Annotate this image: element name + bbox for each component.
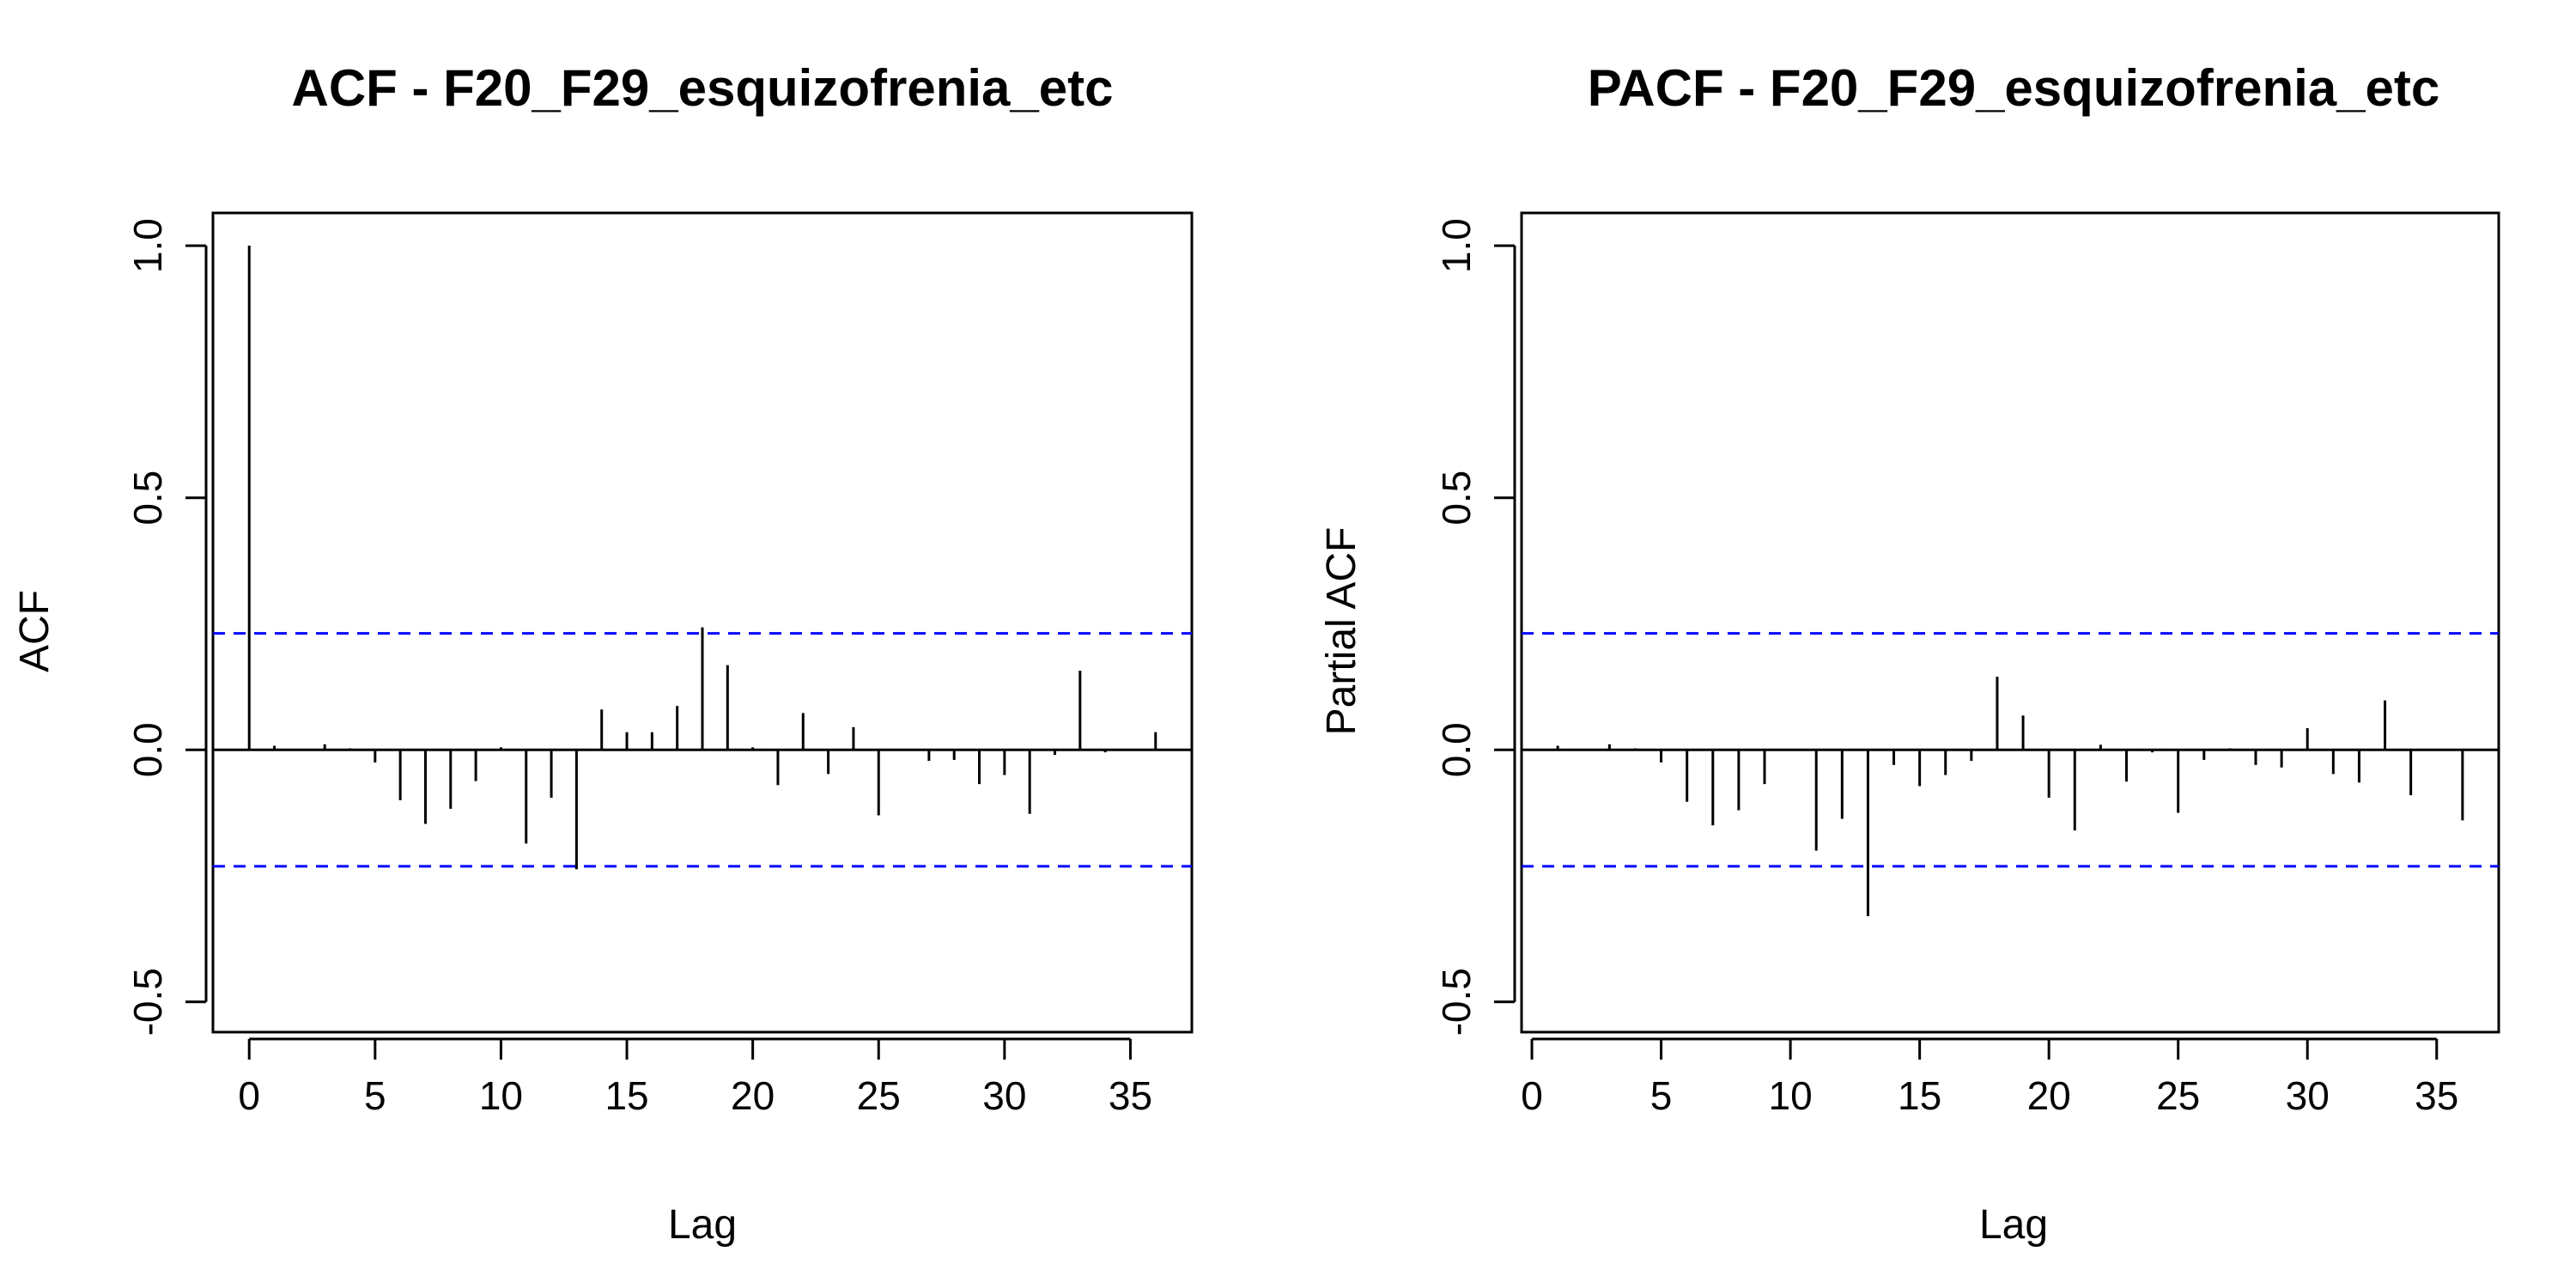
pacf-x-axis-label: Lag xyxy=(1979,1202,2048,1248)
pacf-x-tick-label: 35 xyxy=(2415,1073,2458,1118)
acf-x-tick-label: 25 xyxy=(857,1073,901,1118)
pacf-y-tick-label: -0.5 xyxy=(1434,968,1479,1036)
acf-x-tick-label: 30 xyxy=(982,1073,1026,1118)
acf-x-axis-label: Lag xyxy=(668,1202,737,1248)
acf-y-axis-label: ACF xyxy=(12,590,58,672)
acf-y-tick-label: 0.0 xyxy=(125,722,170,777)
pacf-x-tick-label: 0 xyxy=(1521,1073,1543,1118)
pacf-x-tick-label: 25 xyxy=(2156,1073,2200,1118)
pacf-chart-title: PACF - F20_F29_esquizofrenia_etc xyxy=(1588,59,2440,117)
acf-panel: ACF - F20_F29_esquizofrenia_etc Lag ACF … xyxy=(12,59,1194,1248)
acf-chart-title: ACF - F20_F29_esquizofrenia_etc xyxy=(292,59,1114,117)
acf-x-tick-label: 15 xyxy=(605,1073,648,1118)
pacf-panel: PACF - F20_F29_esquizofrenia_etc Lag Par… xyxy=(1319,59,2500,1248)
pacf-y-tick-label: 0.5 xyxy=(1434,471,1479,526)
acf-y-tick-label: 0.5 xyxy=(125,471,170,526)
acf-x-tick-label: 5 xyxy=(364,1073,386,1118)
pacf-y-tick-label: 0.0 xyxy=(1434,722,1479,777)
pacf-x-tick-label: 5 xyxy=(1650,1073,1673,1118)
acf-y-tick-label: 1.0 xyxy=(125,218,170,273)
pacf-x-tick-label: 10 xyxy=(1769,1073,1813,1118)
acf-x-tick-label: 10 xyxy=(479,1073,523,1118)
acf-plot-frame xyxy=(211,211,1194,1034)
pacf-x-tick-label: 30 xyxy=(2286,1073,2330,1118)
pacf-marks: 0 5 10 15 20 25 30 35 -0.5 0.0 0.5 1.0 xyxy=(1434,211,2500,1118)
pacf-y-tick-label: 1.0 xyxy=(1434,218,1479,273)
pacf-x-tick-label: 15 xyxy=(1898,1073,1941,1118)
pacf-plot-frame xyxy=(1520,211,2500,1034)
acf-y-tick-label: -0.5 xyxy=(125,968,170,1036)
pacf-y-axis-label: Partial ACF xyxy=(1319,527,1364,736)
acf-x-tick-label: 35 xyxy=(1109,1073,1152,1118)
acf-marks: 0 5 10 15 20 25 30 35 -0.5 0.0 0.5 1.0 xyxy=(125,211,1194,1118)
acf-x-tick-label: 0 xyxy=(238,1073,260,1118)
acf-x-tick-label: 20 xyxy=(731,1073,775,1118)
pacf-x-tick-label: 20 xyxy=(2027,1073,2071,1118)
